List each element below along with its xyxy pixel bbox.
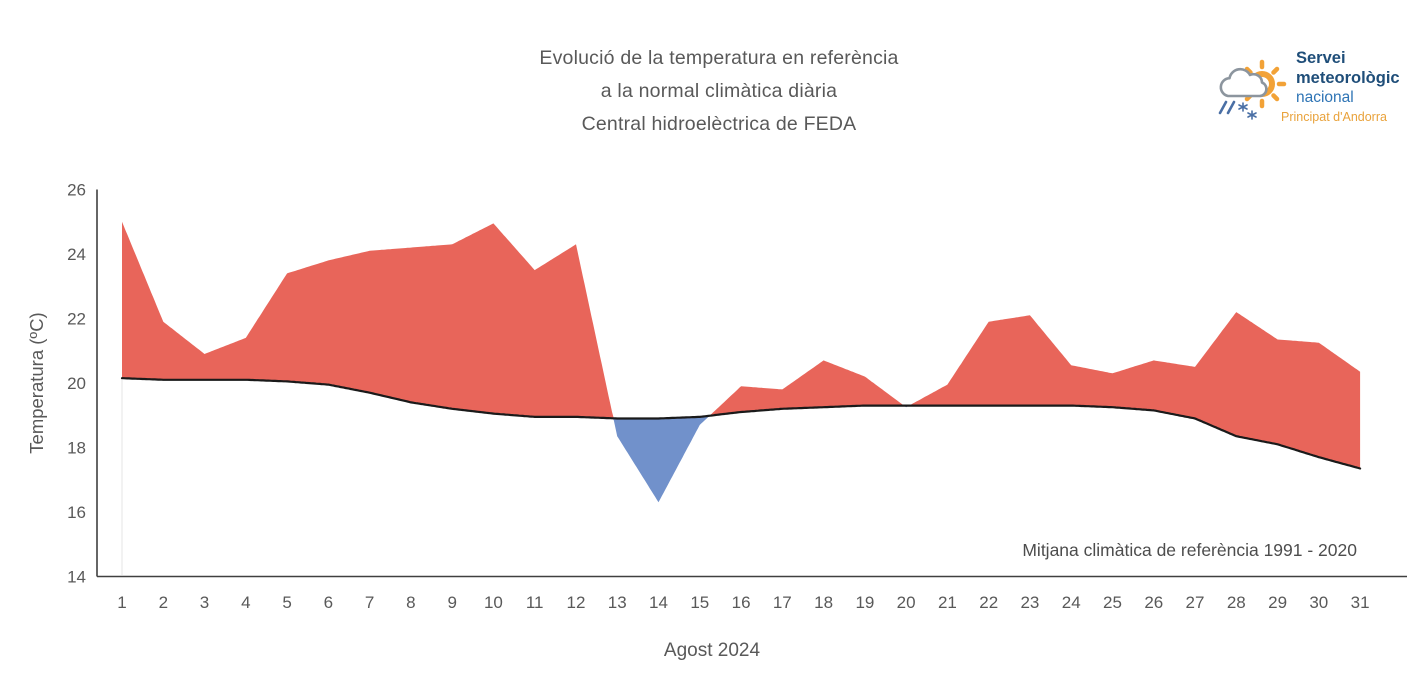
y-tick-label: 26 xyxy=(67,181,86,200)
x-tick-labels: 1234567891011121314151617181920212223242… xyxy=(117,593,1369,612)
plot-area: 14161820222426 1234567891011121314151617… xyxy=(0,0,1422,696)
y-tick-label: 14 xyxy=(67,568,86,587)
area-above-normal xyxy=(122,222,1360,469)
y-tick-label: 18 xyxy=(67,439,86,458)
x-tick-label: 4 xyxy=(241,593,250,612)
x-tick-label: 15 xyxy=(690,593,709,612)
x-tick-label: 29 xyxy=(1268,593,1287,612)
x-tick-label: 6 xyxy=(324,593,333,612)
y-axis-title: Temperatura (ºC) xyxy=(26,273,50,493)
x-tick-label: 31 xyxy=(1351,593,1370,612)
x-tick-label: 30 xyxy=(1309,593,1328,612)
x-tick-label: 27 xyxy=(1186,593,1205,612)
x-tick-label: 11 xyxy=(526,593,544,612)
y-tick-label: 24 xyxy=(67,245,86,264)
x-tick-label: 2 xyxy=(159,593,168,612)
x-tick-label: 28 xyxy=(1227,593,1246,612)
x-tick-label: 9 xyxy=(447,593,456,612)
x-tick-label: 17 xyxy=(773,593,792,612)
x-tick-label: 24 xyxy=(1062,593,1081,612)
x-tick-label: 22 xyxy=(979,593,998,612)
x-tick-label: 26 xyxy=(1144,593,1163,612)
x-tick-label: 3 xyxy=(200,593,209,612)
y-tick-label: 16 xyxy=(67,503,86,522)
x-tick-label: 21 xyxy=(938,593,957,612)
x-tick-label: 14 xyxy=(649,593,668,612)
x-tick-label: 18 xyxy=(814,593,833,612)
x-tick-label: 7 xyxy=(365,593,374,612)
y-tick-label: 22 xyxy=(67,310,86,329)
x-tick-label: 20 xyxy=(897,593,916,612)
y-tick-labels: 14 16 18 20 22 24 26 xyxy=(67,181,86,587)
y-tick-label: 20 xyxy=(67,374,86,393)
annotation-reference-period: Mitjana climàtica de referència 1991 - 2… xyxy=(1022,540,1357,560)
x-tick-label: 16 xyxy=(732,593,751,612)
x-tick-label: 23 xyxy=(1020,593,1039,612)
x-tick-label: 12 xyxy=(567,593,586,612)
x-tick-label: 13 xyxy=(608,593,627,612)
x-tick-label: 5 xyxy=(282,593,291,612)
x-tick-label: 1 xyxy=(117,593,126,612)
x-axis-title: Agost 2024 xyxy=(612,640,812,662)
x-tick-label: 25 xyxy=(1103,593,1122,612)
chart-canvas: Evolució de la temperatura en referència… xyxy=(0,0,1422,696)
x-tick-label: 10 xyxy=(484,593,503,612)
x-tick-label: 19 xyxy=(855,593,874,612)
x-tick-label: 8 xyxy=(406,593,415,612)
